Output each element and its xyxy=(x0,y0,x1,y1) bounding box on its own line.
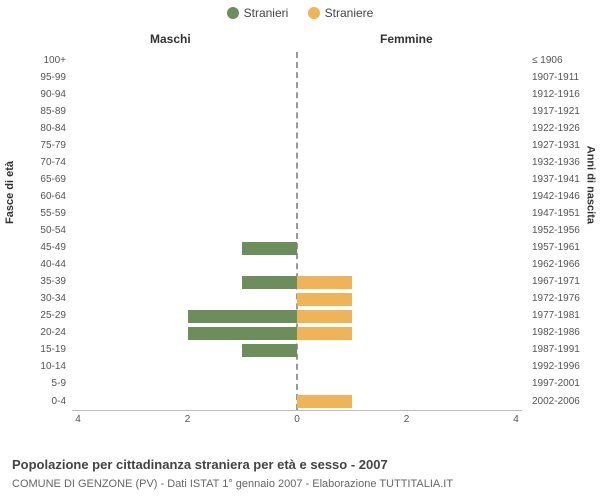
age-label: 85-89 xyxy=(20,107,66,117)
legend-label-male: Stranieri xyxy=(244,6,289,20)
birth-year-label: 1932-1936 xyxy=(532,158,592,168)
age-label: 90-94 xyxy=(20,90,66,100)
bar-male xyxy=(188,327,298,340)
age-label: 75-79 xyxy=(20,141,66,151)
birth-year-label: 1907-1911 xyxy=(532,73,592,83)
bar-male xyxy=(242,242,297,255)
birth-year-label: 1982-1986 xyxy=(532,328,592,338)
birth-year-label: 1912-1916 xyxy=(532,90,592,100)
birth-year-label: 1927-1931 xyxy=(532,141,592,151)
age-label: 80-84 xyxy=(20,124,66,134)
age-label: 55-59 xyxy=(20,209,66,219)
bar-female xyxy=(297,395,352,408)
age-label: 95-99 xyxy=(20,73,66,83)
birth-year-label: 1917-1921 xyxy=(532,107,592,117)
age-label: 70-74 xyxy=(20,158,66,168)
age-label: 65-69 xyxy=(20,175,66,185)
bar-female xyxy=(297,276,352,289)
birth-year-label: 1992-1996 xyxy=(532,362,592,372)
age-label: 100+ xyxy=(20,56,66,66)
birth-year-label: ≤ 1906 xyxy=(532,56,592,66)
legend-swatch-female xyxy=(308,7,320,19)
x-tick-label: 2 xyxy=(404,414,410,425)
birth-year-label: 1937-1941 xyxy=(532,175,592,185)
age-label: 30-34 xyxy=(20,294,66,304)
age-label: 25-29 xyxy=(20,311,66,321)
birth-year-label: 1942-1946 xyxy=(532,192,592,202)
birth-year-label: 1922-1926 xyxy=(532,124,592,134)
legend-item-male: Stranieri xyxy=(227,6,289,20)
legend-item-female: Straniere xyxy=(308,6,374,20)
legend-swatch-male xyxy=(227,7,239,19)
birth-year-label: 1957-1961 xyxy=(532,243,592,253)
bar-female xyxy=(297,310,352,323)
birth-year-label: 1977-1981 xyxy=(532,311,592,321)
bar-male xyxy=(242,276,297,289)
birth-year-label: 1962-1966 xyxy=(532,260,592,270)
age-label: 35-39 xyxy=(20,277,66,287)
age-label: 5-9 xyxy=(20,379,66,389)
bar-male xyxy=(188,310,298,323)
x-axis xyxy=(72,410,522,411)
birth-year-label: 1997-2001 xyxy=(532,379,592,389)
chart-area: 0 2 2 4 4 xyxy=(72,28,522,428)
age-label: 10-14 xyxy=(20,362,66,372)
age-label: 45-49 xyxy=(20,243,66,253)
birth-year-label: 1947-1951 xyxy=(532,209,592,219)
birth-year-label: 1987-1991 xyxy=(532,345,592,355)
age-label: 15-19 xyxy=(20,345,66,355)
y-axis-left-title: Fasce di età xyxy=(4,161,16,224)
birth-year-label: 1972-1976 xyxy=(532,294,592,304)
age-label: 0-4 xyxy=(20,397,66,407)
x-tick-label: 2 xyxy=(185,414,191,425)
age-label: 50-54 xyxy=(20,226,66,236)
legend: Stranieri Straniere xyxy=(0,6,600,22)
age-label: 20-24 xyxy=(20,328,66,338)
bar-male xyxy=(242,344,297,357)
x-tick-label: 4 xyxy=(75,414,81,425)
birth-year-label: 1952-1956 xyxy=(532,226,592,236)
bar-female xyxy=(297,327,352,340)
caption-subtitle: COMUNE DI GENZONE (PV) - Dati ISTAT 1° g… xyxy=(12,478,453,490)
x-tick-label: 0 xyxy=(294,414,300,425)
birth-year-label: 1967-1971 xyxy=(532,277,592,287)
caption-title: Popolazione per cittadinanza straniera p… xyxy=(12,457,388,472)
age-label: 60-64 xyxy=(20,192,66,202)
bar-female xyxy=(297,293,352,306)
x-tick-label: 4 xyxy=(513,414,519,425)
age-label: 40-44 xyxy=(20,260,66,270)
birth-year-label: 2002-2006 xyxy=(532,397,592,407)
legend-label-female: Straniere xyxy=(325,6,374,20)
